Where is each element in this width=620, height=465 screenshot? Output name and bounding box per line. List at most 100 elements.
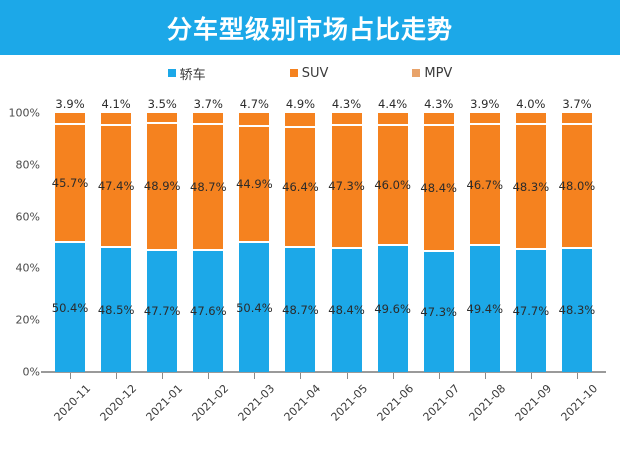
chart-title-bar: 分车型级别市场占比走势 (0, 0, 620, 55)
bar-segment-suv[interactable]: 44.9% (236, 125, 273, 242)
bar-label-suv: 48.9% (143, 179, 181, 194)
bar-column[interactable]: 48.4% 47.3% 4.3% (328, 97, 365, 372)
x-axis-tick-label: 2020-12 (97, 382, 140, 424)
bar-label-sedan: 50.4% (236, 300, 273, 315)
bar-segment-suv[interactable]: 48.3% (513, 123, 549, 249)
bar-segment-suv[interactable]: 46.4% (282, 125, 319, 246)
bar-segment-sedan[interactable]: 48.3% (559, 246, 595, 372)
bar-label-sedan: 48.3% (558, 303, 596, 318)
bar-segment-mpv[interactable]: 3.7% (193, 97, 224, 123)
bar-segment-suv[interactable]: 48.4% (420, 124, 457, 250)
x-axis-tick (116, 373, 118, 379)
bar-segment-suv[interactable]: 46.7% (467, 123, 503, 245)
x-axis-tick-label: 2021-04 (281, 382, 324, 424)
legend-item-3[interactable]: MPV (412, 66, 452, 81)
bar-segment-mpv[interactable]: 4.9% (285, 97, 316, 126)
bar-segment-suv[interactable]: 48.7% (190, 122, 227, 249)
y-axis-tick-label: 40% (15, 261, 40, 275)
bar-segment-mpv[interactable]: 4.4% (377, 97, 408, 125)
bar-label-sedan: 47.6% (190, 304, 227, 319)
bar-label-sedan: 49.6% (374, 301, 411, 316)
bar-segment-sedan[interactable]: 47.3% (420, 249, 457, 372)
x-axis-tick (438, 373, 440, 379)
bar-label-sedan: 47.3% (420, 304, 457, 319)
bar-label-mpv: 3.7% (193, 97, 223, 112)
bar-segment-mpv[interactable]: 4.3% (423, 97, 454, 125)
bar-segment-sedan[interactable]: 49.6% (374, 243, 411, 372)
legend-item-2[interactable]: SUV (289, 66, 328, 81)
x-axis-tick (254, 373, 256, 379)
bar-label-sedan: 50.4% (51, 300, 89, 315)
bar-column[interactable]: 50.4% 44.9% 4.7% (236, 97, 273, 372)
bar-column[interactable]: 47.7% 48.9% 3.5% (144, 97, 180, 372)
bar-column[interactable]: 50.4% 45.7% 3.9% (52, 97, 88, 372)
page-title: 分车型级别市场占比走势 (166, 14, 453, 44)
bar-segment-suv[interactable]: 48.9% (144, 122, 180, 249)
x-axis-tick-label: 2021-09 (512, 382, 555, 424)
legend-item-1[interactable]: 轿车 (167, 64, 206, 83)
bar-label-mpv: 4.7% (239, 97, 269, 112)
bar-column[interactable]: 49.4% 46.7% 3.9% (467, 97, 503, 372)
bar-segment-sedan[interactable]: 47.7% (144, 248, 180, 372)
x-axis-tick-label: 2021-02 (189, 382, 232, 424)
bar-label-mpv: 4.4% (378, 97, 408, 112)
x-axis-tick (530, 373, 532, 379)
bar-label-mpv: 4.9% (285, 97, 316, 112)
bar-segment-sedan[interactable]: 48.5% (98, 246, 134, 372)
bar-column[interactable]: 47.7% 48.3% 4.0% (513, 97, 549, 372)
bar-label-mpv: 3.9% (470, 97, 500, 112)
bar-column[interactable]: 47.3% 48.4% 4.3% (420, 97, 457, 372)
bar-column[interactable]: 48.3% 48.0% 3.7% (559, 97, 595, 372)
bar-column[interactable]: 49.6% 46.0% 4.4% (374, 97, 411, 372)
x-axis-line (41, 371, 606, 373)
bar-segment-suv[interactable]: 47.4% (98, 123, 134, 247)
bar-label-suv: 46.4% (282, 179, 319, 194)
bar-column[interactable]: 47.6% 48.7% 3.7% (190, 97, 227, 372)
bar-label-suv: 44.9% (236, 177, 273, 192)
bar-label-sedan: 48.4% (328, 303, 365, 318)
bar-segment-sedan[interactable]: 48.4% (328, 246, 365, 372)
bar-segment-mpv[interactable]: 3.9% (55, 97, 86, 124)
y-axis-tick-label: 20% (15, 313, 40, 327)
bar-segment-mpv[interactable]: 3.5% (147, 97, 178, 123)
bar-label-suv: 47.4% (97, 179, 135, 193)
x-axis-tick-label: 2021-05 (328, 382, 370, 424)
bar-segment-sedan[interactable]: 50.4% (236, 241, 273, 372)
bar-segment-mpv[interactable]: 4.1% (101, 97, 132, 124)
bar-segment-mpv[interactable]: 3.9% (469, 97, 500, 124)
bar-segment-sedan[interactable]: 50.4% (52, 241, 88, 372)
x-axis-tick-label: 2021-08 (466, 382, 508, 424)
bar-segment-sedan[interactable]: 49.4% (467, 244, 503, 372)
bar-label-mpv: 4.3% (331, 97, 362, 112)
bar-segment-suv[interactable]: 46.0% (374, 124, 411, 244)
x-axis-tick (346, 373, 348, 379)
bar-segment-suv[interactable]: 47.3% (328, 124, 365, 247)
legend-item-label: MPV (424, 65, 453, 81)
x-axis-tick-label: 2021-03 (235, 382, 278, 424)
x-axis-tick-label: 2021-07 (420, 382, 462, 424)
bar-column[interactable]: 48.5% 47.4% 4.1% (98, 97, 134, 372)
bar-segment-mpv[interactable]: 4.0% (515, 97, 546, 124)
x-axis-tick-label: 2021-10 (558, 382, 601, 424)
bar-segment-suv[interactable]: 48.0% (559, 122, 595, 247)
bar-segment-mpv[interactable]: 4.7% (239, 97, 270, 126)
bar-label-suv: 48.3% (512, 179, 550, 194)
bar-label-mpv: 3.5% (147, 97, 177, 112)
y-axis-tick-label: 0% (22, 365, 40, 379)
plot-area: 0% 20% 40% 60% 80% 100% 50.4% 45.7% 3.9% 48.5% 47.… (9, 97, 600, 378)
bar-label-suv: 48.0% (558, 178, 596, 193)
bar-segment-suv[interactable]: 45.7% (52, 123, 88, 242)
square-marker-icon (289, 69, 298, 77)
x-axis-tick (208, 373, 210, 379)
bar-segment-mpv[interactable]: 4.3% (331, 97, 362, 125)
x-axis-tick (70, 373, 72, 379)
y-axis-tick-label: 60% (15, 210, 40, 224)
bar-label-suv: 48.7% (190, 179, 227, 194)
bar-segment-sedan[interactable]: 47.6% (190, 248, 227, 372)
legend-item-label: 轿车 (179, 67, 206, 83)
bar-label-sedan: 48.7% (282, 302, 319, 317)
bar-segment-mpv[interactable]: 3.7% (561, 97, 592, 123)
bar-segment-sedan[interactable]: 47.7% (513, 248, 549, 372)
bar-segment-sedan[interactable]: 48.7% (282, 245, 319, 372)
bar-column[interactable]: 48.7% 46.4% 4.9% (282, 97, 319, 372)
